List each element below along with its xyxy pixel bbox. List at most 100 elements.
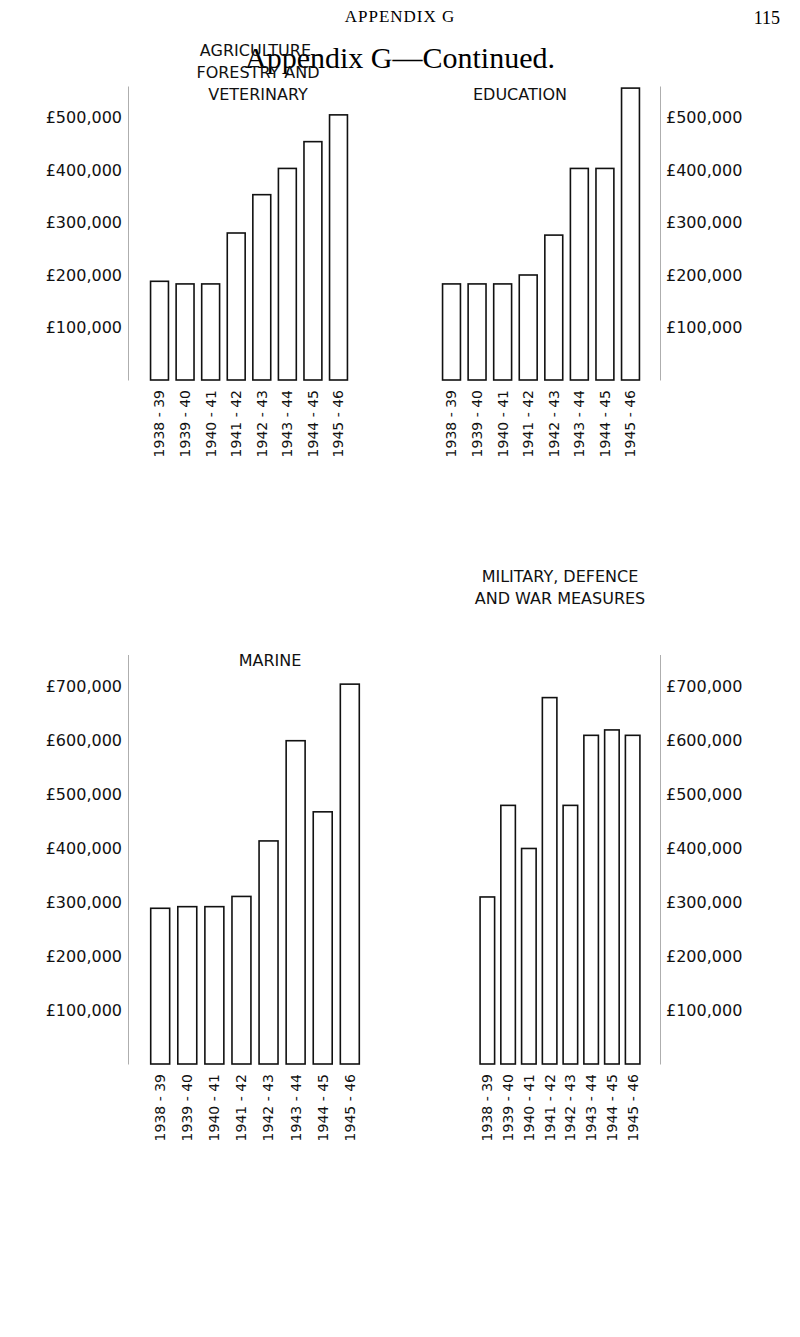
category-label: 1939 - 40 xyxy=(177,390,193,457)
y-axis: £100,000£200,000£300,000£400,000£500,000 xyxy=(46,87,129,381)
tick: 1938 - 39 xyxy=(479,1066,495,1141)
bar xyxy=(278,168,296,380)
category-label: 1942 - 43 xyxy=(254,390,270,457)
bars xyxy=(480,698,640,1064)
category-label: 1945 - 46 xyxy=(622,390,638,457)
category-label: 1940 - 41 xyxy=(203,390,219,457)
page: APPENDIX G115Appendix G—Continued.£100,0… xyxy=(0,0,800,1337)
tick-label: £200,000 xyxy=(46,266,122,285)
category-label: 1944 - 45 xyxy=(604,1074,620,1141)
category-label: 1938 - 39 xyxy=(443,390,459,457)
axis-line xyxy=(660,87,661,381)
tick-label: £300,000 xyxy=(666,213,742,232)
tick-label: £300,000 xyxy=(46,213,122,232)
category-label: 1940 - 41 xyxy=(206,1074,222,1141)
tick: 1942 - 43 xyxy=(546,382,562,457)
bar xyxy=(178,907,197,1064)
bar xyxy=(563,805,578,1064)
tick: £300,000 xyxy=(660,213,742,232)
category-label: 1945 - 46 xyxy=(625,1074,641,1141)
bar xyxy=(570,168,588,380)
tick: £600,000 xyxy=(660,731,742,750)
category-label: 1938 - 39 xyxy=(479,1074,495,1141)
bar xyxy=(596,168,614,380)
tick: 1945 - 46 xyxy=(622,382,638,457)
tick: £300,000 xyxy=(660,893,742,912)
chart-title: EDUCATION xyxy=(473,85,567,104)
tick: 1944 - 45 xyxy=(305,382,321,457)
tick: 1945 - 46 xyxy=(330,382,346,457)
chart: £100,000£200,000£300,000£400,000£500,000… xyxy=(46,41,348,457)
category-label: 1942 - 43 xyxy=(546,390,562,457)
tick: £400,000 xyxy=(660,839,742,858)
tick-label: £600,000 xyxy=(666,731,742,750)
category-label: 1939 - 40 xyxy=(500,1074,516,1141)
bar xyxy=(330,115,348,380)
category-label: 1944 - 45 xyxy=(597,390,613,457)
y-axis: £100,000 £200,000 £300,000 £400,000 £500,000… xyxy=(660,655,742,1065)
bar xyxy=(625,735,640,1064)
chart-title: AGRICULTURE,FORESTRY ANDVETERINARY xyxy=(196,41,319,104)
tick-label: £200,000 xyxy=(666,947,742,966)
chart-title: MARINE xyxy=(239,651,302,670)
category-label: 1944 - 45 xyxy=(315,1074,331,1141)
category-label: 1942 - 43 xyxy=(260,1074,276,1141)
tick-label: £200,000 xyxy=(666,266,742,285)
bar xyxy=(259,841,278,1064)
tick-label: £400,000 xyxy=(666,839,742,858)
tick: 1939 - 40 xyxy=(469,382,485,457)
tick: 1940 - 41 xyxy=(521,1066,537,1141)
category-label: 1939 - 40 xyxy=(469,390,485,457)
category-label: 1945 - 46 xyxy=(342,1074,358,1141)
category-label: 1938 - 39 xyxy=(152,1074,168,1141)
category-label: 1942 - 43 xyxy=(562,1074,578,1141)
tick: £500,000 xyxy=(660,785,742,804)
tick: £200,000 xyxy=(46,266,128,285)
tick: 1941 - 42 xyxy=(233,1066,249,1141)
tick: £600,000 xyxy=(46,731,128,750)
tick: 1945 - 46 xyxy=(625,1066,641,1141)
bar xyxy=(584,735,599,1064)
tick: 1943 - 44 xyxy=(288,1066,304,1141)
tick: 1942 - 43 xyxy=(562,1066,578,1141)
category-label: 1939 - 40 xyxy=(179,1074,195,1141)
bar xyxy=(519,275,537,380)
tick-label: £100,000 xyxy=(666,318,742,337)
category-label: 1943 - 44 xyxy=(279,390,295,457)
x-axis: 1938 - 391939 - 401940 - 411941 - 421942… xyxy=(443,382,638,457)
bar xyxy=(522,848,537,1064)
tick-label: £500,000 xyxy=(46,108,122,127)
tick-label: £100,000 xyxy=(46,1001,122,1020)
tick: 1942 - 43 xyxy=(254,382,270,457)
tick: £200,000 xyxy=(46,947,128,966)
tick: 1945 - 46 xyxy=(342,1066,358,1141)
tick: 1944 - 45 xyxy=(597,382,613,457)
tick: £100,000 xyxy=(660,318,742,337)
tick: 1943 - 44 xyxy=(279,382,295,457)
running-head: APPENDIX G xyxy=(345,7,456,26)
tick-label: £300,000 xyxy=(46,893,122,912)
tick: 1938 - 39 xyxy=(151,382,167,457)
bar xyxy=(494,284,512,380)
page-number: 115 xyxy=(754,8,780,28)
tick: £100,000 xyxy=(660,1001,742,1020)
bar xyxy=(622,88,640,380)
bar xyxy=(227,233,245,380)
x-axis: 1938 - 391939 - 401940 - 411941 - 421942… xyxy=(151,382,346,457)
tick: £700,000 xyxy=(660,677,742,696)
tick: £300,000 xyxy=(46,213,128,232)
tick: 1941 - 42 xyxy=(542,1066,558,1141)
bar xyxy=(545,235,563,380)
bar xyxy=(313,812,332,1064)
tick: 1939 - 40 xyxy=(177,382,193,457)
tick: 1939 - 40 xyxy=(500,1066,516,1141)
y-axis: £100,000£200,000£300,000£400,000£500,000 xyxy=(660,87,742,381)
tick: 1942 - 43 xyxy=(260,1066,276,1141)
tick: £400,000 xyxy=(46,839,128,858)
tick-label: £400,000 xyxy=(46,839,122,858)
tick: £400,000 xyxy=(46,161,128,180)
tick: £300,000 xyxy=(46,893,128,912)
category-label: 1941 - 42 xyxy=(542,1074,558,1141)
bar xyxy=(443,284,461,380)
tick: £200,000 xyxy=(660,266,742,285)
